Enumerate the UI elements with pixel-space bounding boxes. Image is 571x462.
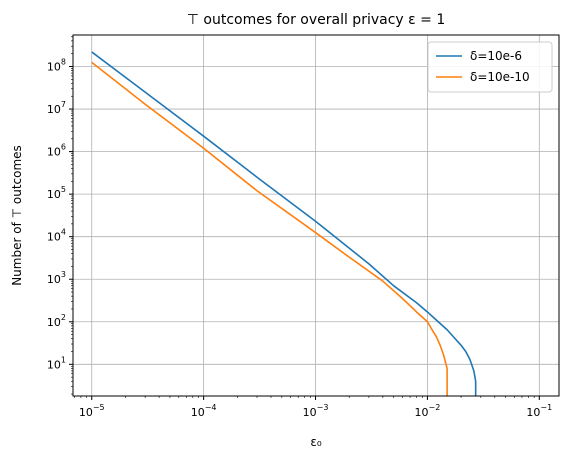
series-line-1 (91, 51, 477, 396)
legend-label-1: δ=10e-6 (470, 49, 522, 63)
x-tick-label: 10−1 (526, 403, 552, 419)
y-tick-label: 103 (47, 270, 66, 286)
x-tick-label: 10−5 (79, 403, 105, 419)
y-axis: 101 102 103 104 105 106 107 108 (47, 57, 73, 371)
legend-box (427, 41, 553, 93)
y-tick-label: 101 (47, 355, 66, 371)
legend-label-2: δ=10e-10 (470, 70, 530, 84)
x-axis-label: ε₀ (310, 435, 321, 449)
chart-title: ⊤ outcomes for overall privacy ε = 1 (187, 12, 446, 28)
x-tick-label: 10−4 (191, 403, 217, 419)
x-tick-label: 10−2 (415, 403, 441, 419)
series-layer (91, 51, 477, 396)
y-tick-label: 108 (47, 57, 66, 73)
x-axis: 10−5 10−4 10−3 10−2 10−1 (79, 396, 552, 419)
x-tick-label: 10−3 (303, 403, 329, 419)
y-tick-label: 106 (47, 143, 66, 159)
legend: δ=10e-6 δ=10e-10 (427, 41, 553, 93)
y-tick-label: 107 (47, 100, 66, 116)
y-tick-label: 104 (47, 228, 66, 244)
grid (73, 35, 559, 396)
y-tick-label: 102 (47, 313, 66, 329)
y-tick-label: 105 (47, 185, 66, 201)
series-line-2 (91, 61, 448, 396)
y-axis-label: Number of ⊤ outcomes (10, 145, 24, 286)
